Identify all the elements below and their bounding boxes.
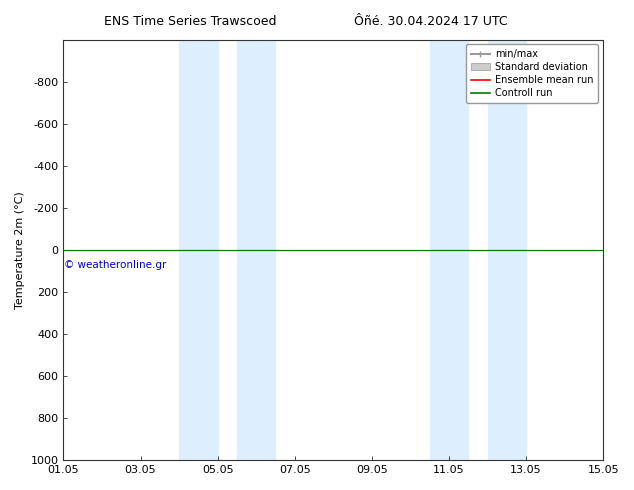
Text: ENS Time Series Trawscoed: ENS Time Series Trawscoed	[104, 15, 276, 28]
Text: Ôñé. 30.04.2024 17 UTC: Ôñé. 30.04.2024 17 UTC	[354, 15, 508, 28]
Bar	[237, 40, 275, 460]
Legend: min/max, Standard deviation, Ensemble mean run, Controll run: min/max, Standard deviation, Ensemble me…	[466, 45, 598, 103]
Bar	[179, 40, 217, 460]
Y-axis label: Temperature 2m (°C): Temperature 2m (°C)	[15, 191, 25, 309]
Text: © weatheronline.gr: © weatheronline.gr	[64, 260, 167, 270]
Bar	[430, 40, 469, 460]
Bar	[488, 40, 526, 460]
